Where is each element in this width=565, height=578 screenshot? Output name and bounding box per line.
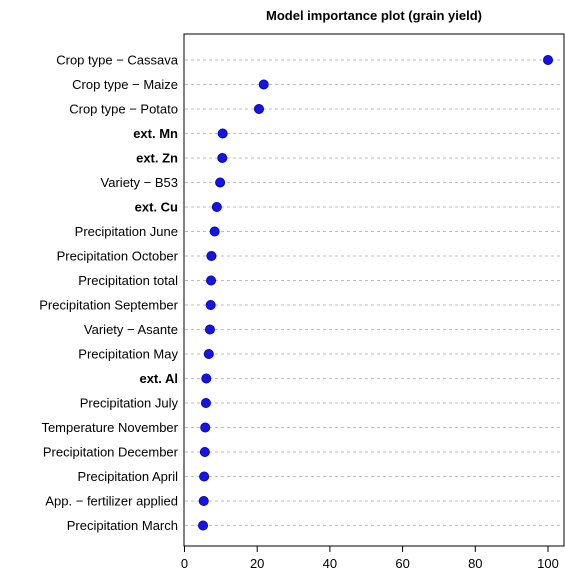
data-point <box>209 226 220 237</box>
category-label: Variety − B53 <box>101 175 178 190</box>
category-label: Precipitation March <box>67 518 178 533</box>
category-label: Precipitation June <box>75 224 178 239</box>
data-point <box>215 177 226 188</box>
data-point <box>206 250 217 261</box>
data-point <box>205 299 216 310</box>
x-axis: 0 20 40 60 80 100 <box>181 545 559 571</box>
data-point <box>200 397 211 408</box>
category-label: App. − fertilizer applied <box>45 494 178 509</box>
plot-frame <box>183 33 565 547</box>
category-label: Crop type − Potato <box>69 102 178 117</box>
category-label: Variety − Asante <box>84 322 178 337</box>
data-point <box>199 446 210 457</box>
x-tick-label: 0 <box>181 556 188 571</box>
data-point <box>198 520 209 531</box>
category-label: Precipitation September <box>39 298 178 313</box>
data-point <box>199 471 210 482</box>
data-point <box>217 152 228 163</box>
x-tick-label: 80 <box>468 556 482 571</box>
data-points <box>198 55 554 531</box>
category-labels: Crop type − Cassava Crop type − Maize Crop… <box>39 53 179 534</box>
data-point <box>543 55 554 66</box>
category-label: Precipitation December <box>43 445 179 460</box>
x-tick-label: 40 <box>323 556 337 571</box>
data-point <box>254 104 265 115</box>
category-label: ext. Al <box>139 371 178 386</box>
category-label: Crop type − Cassava <box>56 53 179 68</box>
data-point <box>200 422 211 433</box>
category-label: Precipitation April <box>78 469 179 484</box>
category-label: ext. Zn <box>136 151 178 166</box>
x-tick-label: 20 <box>250 556 264 571</box>
category-label: ext. Cu <box>135 200 178 215</box>
category-label: Temperature November <box>41 420 178 435</box>
data-point <box>206 275 217 286</box>
data-point <box>198 495 209 506</box>
x-tick-label: 100 <box>537 556 559 571</box>
grid-lines <box>185 59 563 526</box>
data-point <box>217 128 228 139</box>
x-tick-label: 60 <box>395 556 409 571</box>
category-label: ext. Mn <box>133 126 178 141</box>
category-label: Precipitation October <box>57 249 179 264</box>
category-label: Precipitation total <box>78 273 178 288</box>
data-point <box>204 324 215 335</box>
data-point <box>211 201 222 212</box>
category-label: Precipitation July <box>80 396 179 411</box>
data-point <box>258 79 269 90</box>
category-label: Crop type − Maize <box>72 77 178 92</box>
data-point <box>203 348 214 359</box>
chart-title: Model importance plot (grain yield) <box>266 8 482 23</box>
category-label: Precipitation May <box>78 347 178 362</box>
data-point <box>201 373 212 384</box>
